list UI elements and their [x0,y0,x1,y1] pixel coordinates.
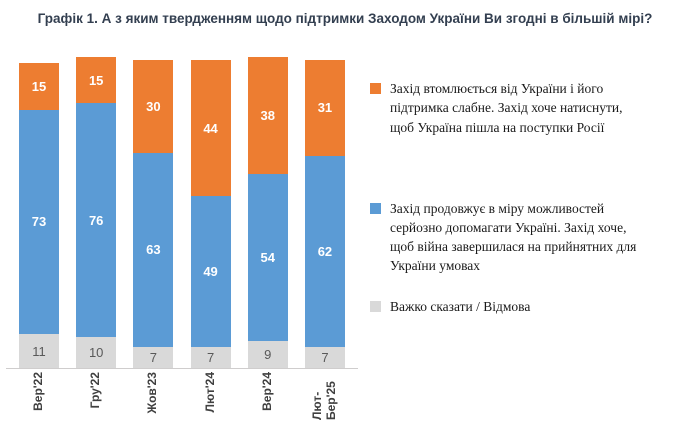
bar-segment: 15 [19,63,59,110]
x-axis-label-text: Жов'23 [145,372,160,414]
bar-segment: 9 [247,340,288,369]
x-axis-label: Гру'22 [76,372,116,420]
legend-label: Важко сказати / Відмова [390,299,531,315]
value-label: 54 [260,249,275,265]
value-label: 73 [31,214,47,230]
legend: Захід втомлюється від України і його під… [358,57,678,420]
stacked-bar: 15 73 11 [19,63,59,369]
legend-swatch [370,202,381,214]
value-label: 7 [206,349,215,365]
stacked-bar: 15 76 10 [76,57,117,369]
legend-label: Захід продовжує в міру можливостей серйо… [390,200,637,274]
value-label: 63 [146,242,161,258]
bar-segment: 49 [190,195,231,347]
value-label: 7 [149,349,157,365]
bar-segment: 38 [247,57,288,175]
value-label: 15 [31,78,47,94]
bar-segment: 11 [19,334,59,369]
x-axis-label-text: Вер'24 [259,372,274,412]
bar-segment: 63 [133,152,174,347]
value-label: 7 [321,349,329,365]
value-label: 44 [203,120,218,136]
legend-label: Захід втомлюється від України і його під… [390,81,623,135]
legend-item: Важко сказати / Відмова [370,297,678,316]
value-label: 38 [260,108,275,124]
bar-segment: 15 [76,57,117,104]
chart-title: Графік 1. А з яким твердженням щодо підт… [37,11,653,26]
bar-segment: 30 [133,60,174,153]
legend-item: Захід втомлюється від України і його під… [370,79,678,136]
value-label: 11 [32,343,46,359]
value-label: 31 [317,100,333,116]
stacked-bar: 38 54 9 [247,57,288,369]
bar-segment: 44 [190,60,231,196]
x-axis-label: Лют'24 [191,372,231,420]
x-axis-label: Жов'23 [133,372,173,420]
stacked-bar: 44 49 7 [190,60,231,369]
x-axis-label-text: Лют'24 [202,372,217,413]
bar-segment: 54 [247,174,288,341]
x-axis-label: Вер'22 [19,372,59,420]
x-axis-label-text: Гру'22 [88,372,103,409]
value-label: 76 [88,212,104,228]
bar-segment: 31 [304,60,345,156]
bar-segment: 76 [76,103,117,338]
bar-segment: 10 [76,337,117,369]
legend-item: Захід продовжує в міру можливостей серйо… [370,199,678,276]
bar-segment: 7 [304,346,345,369]
value-label: 62 [317,243,333,259]
value-label: 10 [88,345,104,361]
bar-segment: 7 [133,346,174,369]
x-axis-label: Вер'24 [248,372,288,420]
value-label: 9 [264,346,272,362]
legend-swatch [370,83,381,95]
stacked-bar: 31 62 7 [304,60,345,369]
value-label: 15 [88,72,104,88]
x-axis-label: Лют-Бер'25 [305,372,345,420]
bar-segment: 7 [190,346,231,369]
bars-container: 15 73 11 15 76 10 30 63 7 44 49 7 38 54 9 31 62 7 [6,57,358,370]
bar-segment: 73 [19,109,59,335]
chart-content: 15 73 11 15 76 10 30 63 7 44 49 7 38 54 9 31 62 7 Вер'22 Г… [0,57,690,420]
bar-segment: 62 [304,155,345,347]
value-label: 49 [203,263,218,279]
legend-swatch [370,301,381,313]
x-axis-label-text: Вер'22 [31,372,46,412]
value-label: 30 [146,98,161,114]
plot-area: 15 73 11 15 76 10 30 63 7 44 49 7 38 54 9 31 62 7 Вер'22 Г… [6,57,358,420]
stacked-bar: 30 63 7 [133,60,174,369]
x-axis-labels: Вер'22 Гру'22 Жов'23 Лют'24 Вер'24 Лют-Бер'25 [6,372,358,420]
x-axis-label-text: Лют-Бер'25 [310,381,338,421]
